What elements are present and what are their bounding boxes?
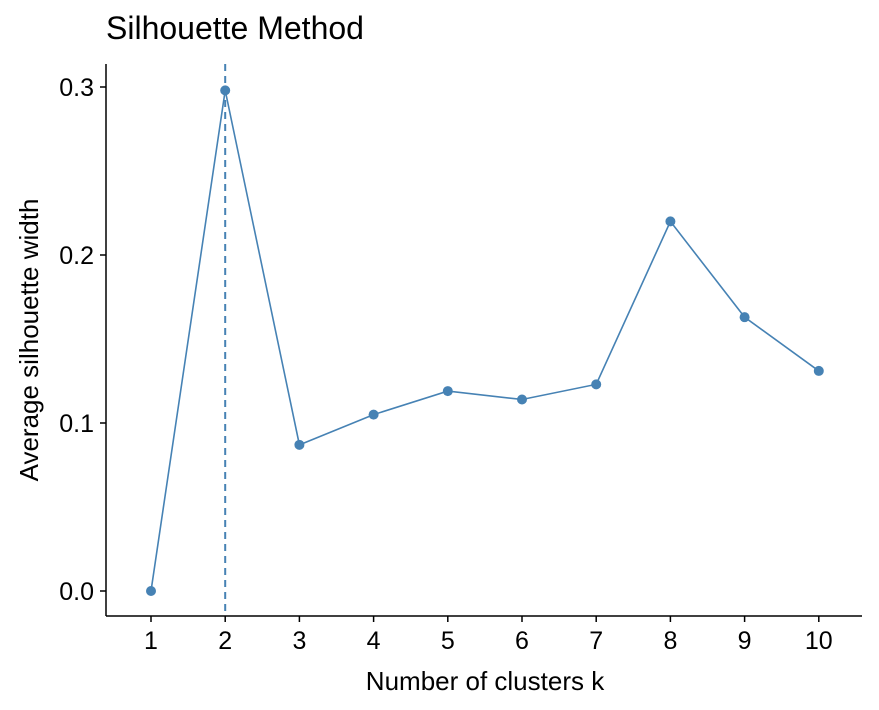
y-axis-title: Average silhouette width xyxy=(14,199,44,482)
data-point xyxy=(517,394,527,405)
data-point xyxy=(146,586,156,596)
y-tick-label: 0.2 xyxy=(59,242,94,270)
y-ticks: 0.0 0.1 0.2 0.3 xyxy=(59,74,106,606)
x-tick-label: 2 xyxy=(218,627,232,655)
chart-title: Silhouette Method xyxy=(106,10,364,46)
x-axis-title: Number of clusters k xyxy=(366,666,605,696)
data-point xyxy=(294,439,305,450)
y-tick-label: 0.1 xyxy=(59,410,94,438)
data-point xyxy=(739,312,750,323)
x-tick-label: 3 xyxy=(292,627,306,655)
data-point xyxy=(442,386,453,397)
series-line xyxy=(150,90,820,592)
data-point xyxy=(813,365,824,376)
x-ticks: 1 2 3 4 5 6 7 8 9 10 xyxy=(144,616,833,655)
y-tick-label: 0.0 xyxy=(59,578,94,606)
data-point xyxy=(220,85,231,96)
x-tick-label: 8 xyxy=(663,627,677,655)
data-point xyxy=(591,379,602,390)
data-point xyxy=(368,409,379,420)
data-point xyxy=(665,216,676,227)
series xyxy=(146,85,824,596)
x-tick-label: 4 xyxy=(367,627,381,655)
x-tick-label: 10 xyxy=(805,627,833,655)
x-tick-label: 9 xyxy=(738,627,752,655)
x-tick-label: 1 xyxy=(144,627,158,655)
axes xyxy=(105,64,862,617)
y-tick-label: 0.3 xyxy=(59,74,94,102)
x-tick-label: 7 xyxy=(589,627,603,655)
x-tick-label: 5 xyxy=(441,627,455,655)
x-tick-label: 6 xyxy=(515,627,529,655)
